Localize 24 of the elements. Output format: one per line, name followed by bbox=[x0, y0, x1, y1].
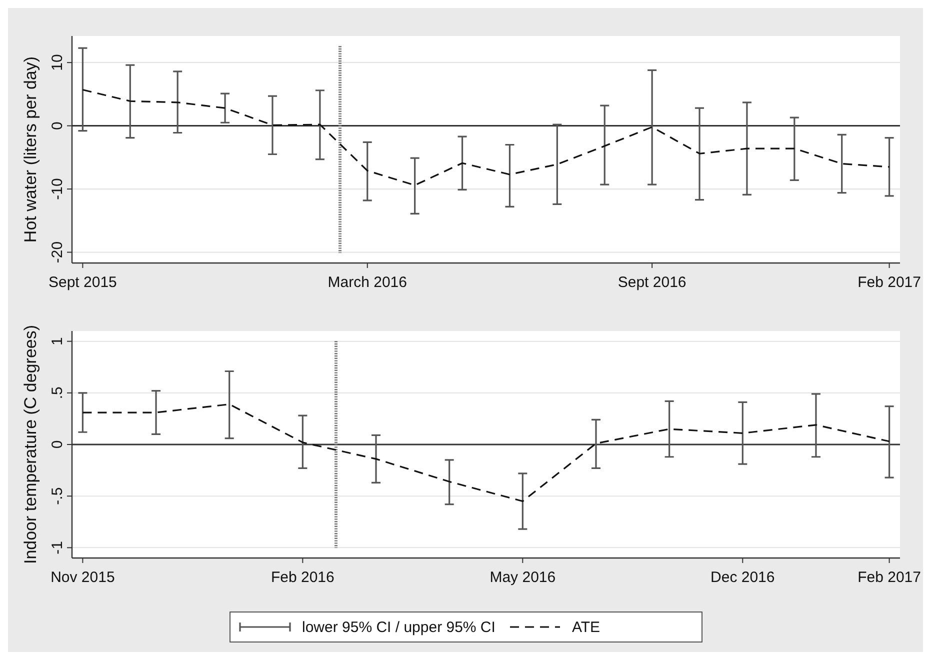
y-tick-label: 1 bbox=[49, 337, 66, 346]
x-tick-label: Sept 2015 bbox=[48, 274, 117, 291]
y-tick-label: -20 bbox=[49, 241, 66, 264]
x-tick-label: Feb 2017 bbox=[858, 274, 921, 291]
x-tick-label: March 2016 bbox=[328, 274, 407, 291]
x-tick-label: Dec 2016 bbox=[710, 569, 775, 586]
x-tick-label: Feb 2016 bbox=[270, 569, 334, 586]
x-tick-label: May 2016 bbox=[490, 569, 556, 586]
y-tick-label: -1 bbox=[49, 541, 66, 554]
y-tick-label: 0 bbox=[49, 440, 66, 449]
x-tick-label: Nov 2015 bbox=[50, 569, 115, 586]
y-axis-title: Indoor temperature (C degrees) bbox=[21, 324, 40, 564]
legend-label: lower 95% CI / upper 95% CI bbox=[302, 619, 496, 636]
y-tick-label: 10 bbox=[49, 54, 66, 71]
x-tick-label: Sept 2016 bbox=[618, 274, 686, 291]
y-tick-label: 0 bbox=[49, 122, 66, 130]
y-tick-label: -10 bbox=[49, 178, 66, 200]
line-series bbox=[82, 403, 890, 502]
y-axis-title: Hot water (liters per day) bbox=[21, 56, 40, 243]
legend-label: ATE bbox=[572, 619, 600, 636]
y-tick-label: -.5 bbox=[49, 487, 66, 505]
line-series bbox=[82, 88, 890, 186]
y-tick-label: .5 bbox=[49, 386, 66, 400]
x-tick-label: Feb 2017 bbox=[858, 569, 921, 586]
